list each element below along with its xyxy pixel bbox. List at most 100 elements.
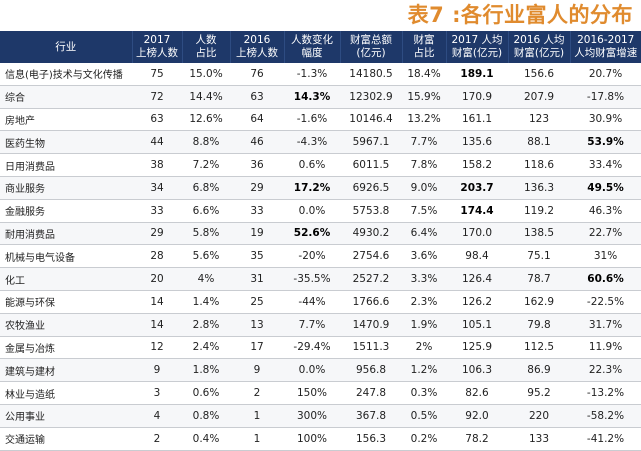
count-2016-cell: 1 [230,427,284,451]
table-row: 日用消费品 38 7.2% 36 0.6% 6011.5 7.8% 158.2 118.6 33.… [0,153,641,177]
avg-wealth-2016-cell: 78.7 [508,267,570,291]
industry-cell: 日用消费品 [0,153,132,177]
avg-wealth-2016-cell: 162.9 [508,290,570,314]
industry-wealth-table: 行业 2017 上榜人数 人数 占比 2016 上榜人数 人数变化 幅度 财富总额 (亿元) 财富 占比… [0,31,641,451]
total-wealth-cell: 4930.2 [340,222,402,246]
avg-wealth-2016-cell: 86.9 [508,358,570,383]
wealth-share-cell: 0.2% [402,427,446,451]
wealth-share-cell: 2.3% [402,290,446,314]
avg-growth-cell: 11.9% [570,336,641,360]
avg-wealth-2016-cell: 118.6 [508,153,570,177]
count-change-cell: 17.2% [284,176,340,200]
header-avg-growth-line: 人均财富增速 [574,47,638,59]
table-row: 机械与电气设备 28 5.6% 35 -20% 2754.6 3.6% 98.4 75.1 31% [0,244,641,269]
table-row: 医药生物 44 8.8% 46 -4.3% 5967.1 7.7% 135.6 88.1 53.9… [0,130,641,155]
header-industry: 行业 [0,31,133,63]
avg-wealth-2017-cell: 126.4 [446,267,508,291]
avg-wealth-2017-cell: 78.2 [446,427,508,451]
count-change-cell: 150% [284,381,340,405]
table-row: 化工 20 4% 31 -35.5% 2527.2 3.3% 126.4 78.7 60.6% [0,267,641,291]
count-share-cell: 12.6% [182,108,230,132]
table-row: 综合 72 14.4% 63 14.3% 12302.9 15.9% 170.9 207.9 -1… [0,85,641,109]
count-2017-cell: 29 [132,222,182,246]
avg-wealth-2016-cell: 138.5 [508,222,570,246]
count-2016-cell: 1 [230,404,284,428]
count-2017-cell: 12 [132,336,182,360]
count-share-cell: 4% [182,267,230,291]
total-wealth-cell: 156.3 [340,427,402,451]
avg-growth-cell: 22.3% [570,358,641,383]
avg-wealth-2016-cell: 207.9 [508,85,570,109]
header-2016-avg-wealth-line: 财富(亿元) [513,47,565,59]
count-2016-cell: 64 [230,108,284,132]
count-2017-cell: 14 [132,290,182,314]
industry-cell: 耐用消费品 [0,222,132,246]
count-change-cell: -35.5% [284,267,340,291]
header-total-wealth-line: (亿元) [356,47,386,59]
count-change-cell: -20% [284,244,340,269]
count-2017-cell: 63 [132,108,182,132]
count-share-cell: 15.0% [182,63,230,86]
header-wealth-share: 财富 占比 [402,31,447,63]
count-share-cell: 1.8% [182,358,230,383]
wealth-share-cell: 7.5% [402,199,446,223]
count-2017-cell: 3 [132,381,182,405]
count-share-cell: 5.6% [182,244,230,269]
wealth-share-cell: 15.9% [402,85,446,109]
count-share-cell: 0.6% [182,381,230,405]
wealth-share-cell: 18.4% [402,63,446,86]
wealth-share-cell: 3.6% [402,244,446,269]
avg-wealth-2017-cell: 98.4 [446,244,508,269]
count-change-cell: -29.4% [284,336,340,360]
table-title: 表7 :各行业富人的分布 [407,3,633,27]
count-share-cell: 0.8% [182,404,230,428]
industry-cell: 机械与电气设备 [0,244,132,269]
wealth-share-cell: 1.2% [402,358,446,383]
wealth-share-cell: 13.2% [402,108,446,132]
industry-cell: 综合 [0,85,132,109]
count-2017-cell: 14 [132,313,182,337]
header-count-share-line: 占比 [195,47,217,59]
count-2016-cell: 35 [230,244,284,269]
avg-wealth-2016-cell: 156.6 [508,63,570,86]
count-2016-cell: 17 [230,336,284,360]
total-wealth-cell: 5967.1 [340,130,402,155]
count-2017-cell: 28 [132,244,182,269]
count-share-cell: 14.4% [182,85,230,109]
count-share-cell: 1.4% [182,290,230,314]
count-2016-cell: 25 [230,290,284,314]
avg-wealth-2017-cell: 106.3 [446,358,508,383]
count-share-cell: 5.8% [182,222,230,246]
header-2017-count-line: 上榜人数 [136,47,178,59]
wealth-share-cell: 0.3% [402,381,446,405]
count-2017-cell: 44 [132,130,182,155]
count-share-cell: 0.4% [182,427,230,451]
count-2016-cell: 33 [230,199,284,223]
count-2016-cell: 9 [230,358,284,383]
total-wealth-cell: 956.8 [340,358,402,383]
avg-wealth-2016-cell: 75.1 [508,244,570,269]
count-2016-cell: 31 [230,267,284,291]
total-wealth-cell: 2527.2 [340,267,402,291]
total-wealth-cell: 2754.6 [340,244,402,269]
count-change-cell: 100% [284,427,340,451]
avg-growth-cell: -17.8% [570,85,641,109]
count-change-cell: 52.6% [284,222,340,246]
avg-wealth-2017-cell: 105.1 [446,313,508,337]
count-2017-cell: 75 [132,63,182,86]
avg-wealth-2016-cell: 133 [508,427,570,451]
header-industry-line: 行业 [55,40,77,53]
wealth-share-cell: 9.0% [402,176,446,200]
total-wealth-cell: 247.8 [340,381,402,405]
industry-cell: 房地产 [0,108,132,132]
total-wealth-cell: 1766.6 [340,290,402,314]
count-2017-cell: 33 [132,199,182,223]
wealth-share-cell: 0.5% [402,404,446,428]
wealth-share-cell: 7.7% [402,130,446,155]
industry-cell: 金属与冶炼 [0,336,132,360]
avg-growth-cell: -13.2% [570,381,641,405]
industry-cell: 金融服务 [0,199,132,223]
avg-growth-cell: 31% [570,244,641,269]
total-wealth-cell: 6926.5 [340,176,402,200]
count-2016-cell: 2 [230,381,284,405]
